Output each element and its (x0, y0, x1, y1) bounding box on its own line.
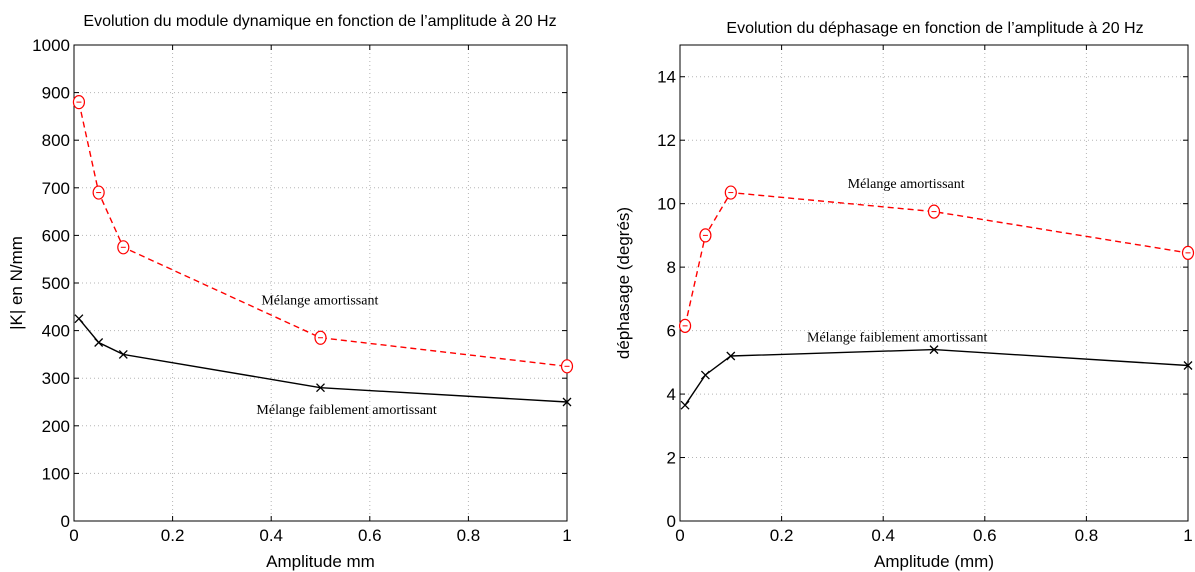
chart-module-xtick-label: 0.2 (161, 526, 185, 545)
chart-module-ylabel: |K| en N/mm (7, 236, 26, 330)
chart-dephasage-ytick-label: 14 (657, 68, 676, 87)
chart-module-point-faiblement-amortissant (562, 397, 572, 407)
chart-dephasage-point-faiblement-amortissant (929, 345, 939, 355)
chart-module: 0 0.2 0.4 0.6 0.8 1 0 100 200 300 400 500 600 700 800 9… (7, 13, 574, 571)
chart-dephasage-xtick-label: 0.8 (1075, 526, 1099, 545)
chart-module-annotation-1: Mélange amortissant (261, 293, 378, 308)
chart-dephasage-title: Evolution du déphasage en fonction de l’… (726, 20, 1143, 37)
chart-module-series-amortissant (72, 95, 574, 374)
chart-module-point-faiblement-amortissant (74, 314, 84, 324)
chart-module-ytick-label: 900 (42, 84, 70, 103)
chart-dephasage-ytick-label: 12 (657, 131, 676, 150)
chart-module-series-faiblement-amortissant (74, 314, 572, 407)
chart-module-point-amortissant (92, 185, 105, 200)
chart-dephasage-frame (679, 44, 1189, 522)
chart-module-point-amortissant (314, 330, 327, 345)
chart-dephasage-point-faiblement-amortissant (700, 370, 710, 380)
chart-module-point-amortissant (560, 359, 574, 374)
chart-dephasage-xtick-label: 1 (1183, 526, 1192, 545)
chart-dephasage-xtick-label: 0.4 (871, 526, 895, 545)
chart-dephasage-xtick-label: 0.2 (770, 526, 794, 545)
chart-module-xtick-label: 0 (69, 526, 78, 545)
chart-module-ytick-label: 700 (42, 179, 70, 198)
chart-module-ytick-label: 600 (42, 226, 70, 245)
chart-dephasage-point-amortissant (1181, 245, 1195, 260)
chart-module-title: Evolution du module dynamique en fonctio… (83, 13, 556, 30)
chart-dephasage-point-faiblement-amortissant (726, 351, 736, 361)
chart-module-ytick-label: 500 (42, 274, 70, 293)
chart-dephasage-ytick-label: 2 (667, 449, 676, 468)
chart-module-ytick-label: 0 (61, 512, 70, 531)
chart-module-ytick-label: 1000 (32, 36, 70, 55)
chart-dephasage-point-faiblement-amortissant (680, 400, 690, 410)
chart-dephasage-ytick-label: 0 (667, 512, 676, 531)
chart-module-xtick-label: 0.8 (457, 526, 481, 545)
chart-module-point-faiblement-amortissant (316, 383, 325, 393)
chart-dephasage-ytick-label: 8 (667, 258, 676, 277)
chart-dephasage-xtick-label: 0.6 (973, 526, 997, 545)
chart-module-ytick-label: 800 (42, 131, 70, 150)
chart-module-ytick-label: 400 (42, 322, 70, 341)
chart-module-ytick-label: 200 (42, 417, 70, 436)
chart-dephasage-ylabel: déphasage (degrés) (614, 207, 633, 359)
chart-module-point-amortissant (117, 240, 130, 255)
chart-module-annotation-2: Mélange faiblement amortissant (256, 403, 436, 418)
chart-dephasage-xtick-label: 0 (675, 526, 684, 545)
chart-dephasage-annotation-1: Mélange amortissant (848, 177, 965, 192)
chart-module-xlabel: Amplitude mm (266, 552, 375, 571)
chart-dephasage-point-amortissant (699, 228, 712, 243)
chart-module-point-faiblement-amortissant (94, 338, 104, 347)
chart-module-xtick-label: 1 (562, 526, 571, 545)
chart-module-series-line-amortissant (78, 101, 568, 367)
chart-module-point-amortissant (72, 95, 86, 110)
chart-module-ytick-label: 300 (42, 369, 70, 388)
chart-dephasage-ytick-label: 6 (667, 322, 676, 341)
chart-dephasage-series-faiblement-amortissant (680, 345, 1193, 410)
chart-module-point-faiblement-amortissant (118, 349, 128, 359)
chart-dephasage-point-amortissant (724, 185, 737, 200)
chart-dephasage-point-amortissant (678, 318, 692, 333)
chart-dephasage-series-amortissant (678, 185, 1195, 333)
chart-dephasage-point-faiblement-amortissant (1183, 361, 1193, 370)
chart-module-xtick-label: 0.6 (358, 526, 382, 545)
chart-module-ytick-label: 100 (42, 464, 70, 483)
chart-dephasage-ytick-label: 4 (667, 385, 676, 404)
chart-dephasage-xlabel: Amplitude (mm) (874, 552, 994, 571)
chart-module-frame (73, 44, 568, 522)
chart-dephasage-point-amortissant (927, 204, 941, 219)
chart-dephasage-series-line-faiblement-amortissant (684, 348, 1189, 406)
chart-dephasage-ytick-label: 10 (657, 195, 676, 214)
chart-dephasage-annotation-2: Mélange faiblement amortissant (807, 331, 987, 346)
chart-module-xtick-label: 0.4 (259, 526, 283, 545)
